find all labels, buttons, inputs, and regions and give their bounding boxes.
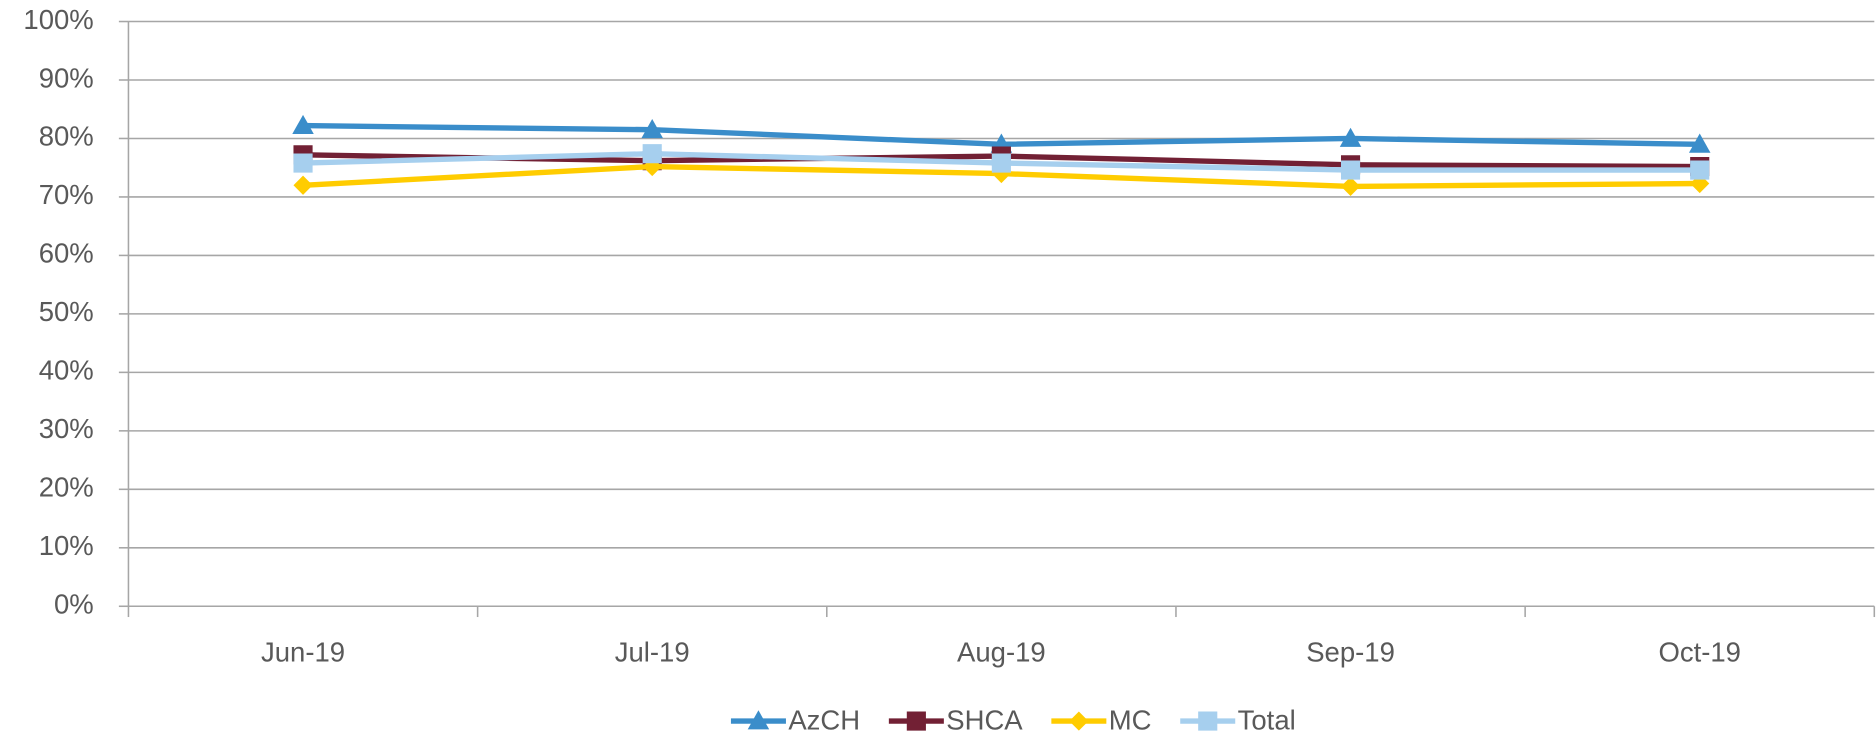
legend-label: AzCH: [788, 705, 860, 736]
x-tick-label: Jun-19: [261, 636, 345, 667]
legend-label: Total: [1238, 705, 1296, 736]
legend-marker: [906, 711, 926, 731]
y-tick-label: 40%: [39, 355, 94, 386]
x-tick-label: Oct-19: [1658, 636, 1741, 667]
y-tick-label: 80%: [39, 121, 94, 152]
data-point: [292, 114, 314, 134]
legend-marker: [1198, 711, 1218, 731]
legend-label: MC: [1109, 705, 1152, 736]
data-point: [641, 118, 663, 139]
y-tick-label: 60%: [39, 238, 94, 269]
y-tick-label: 50%: [39, 296, 94, 327]
x-tick-label: Aug-19: [957, 636, 1046, 667]
y-tick-label: 10%: [39, 530, 94, 561]
y-tick-label: 70%: [39, 179, 94, 210]
legend-label: SHCA: [946, 705, 1023, 736]
y-tick-label: 0%: [54, 589, 94, 620]
data-point: [1339, 127, 1362, 147]
data-point: [293, 175, 313, 195]
data-point: [1690, 160, 1710, 180]
y-tick-label: 20%: [39, 472, 94, 503]
y-tick-label: 30%: [39, 413, 94, 444]
legend-marker: [747, 710, 770, 730]
legend-marker: [1069, 711, 1089, 731]
data-point: [991, 153, 1011, 173]
data-point: [1340, 160, 1361, 180]
y-tick-label: 100%: [23, 4, 93, 35]
x-tick-label: Sep-19: [1306, 636, 1395, 667]
y-tick-label: 90%: [39, 62, 94, 93]
data-point: [293, 153, 313, 173]
data-point: [642, 144, 662, 164]
x-tick-label: Jul-19: [615, 636, 690, 667]
legend: AzCH SHCA MC Total: [730, 705, 1296, 736]
data-point: [1688, 133, 1711, 153]
data-point: [1340, 176, 1361, 196]
